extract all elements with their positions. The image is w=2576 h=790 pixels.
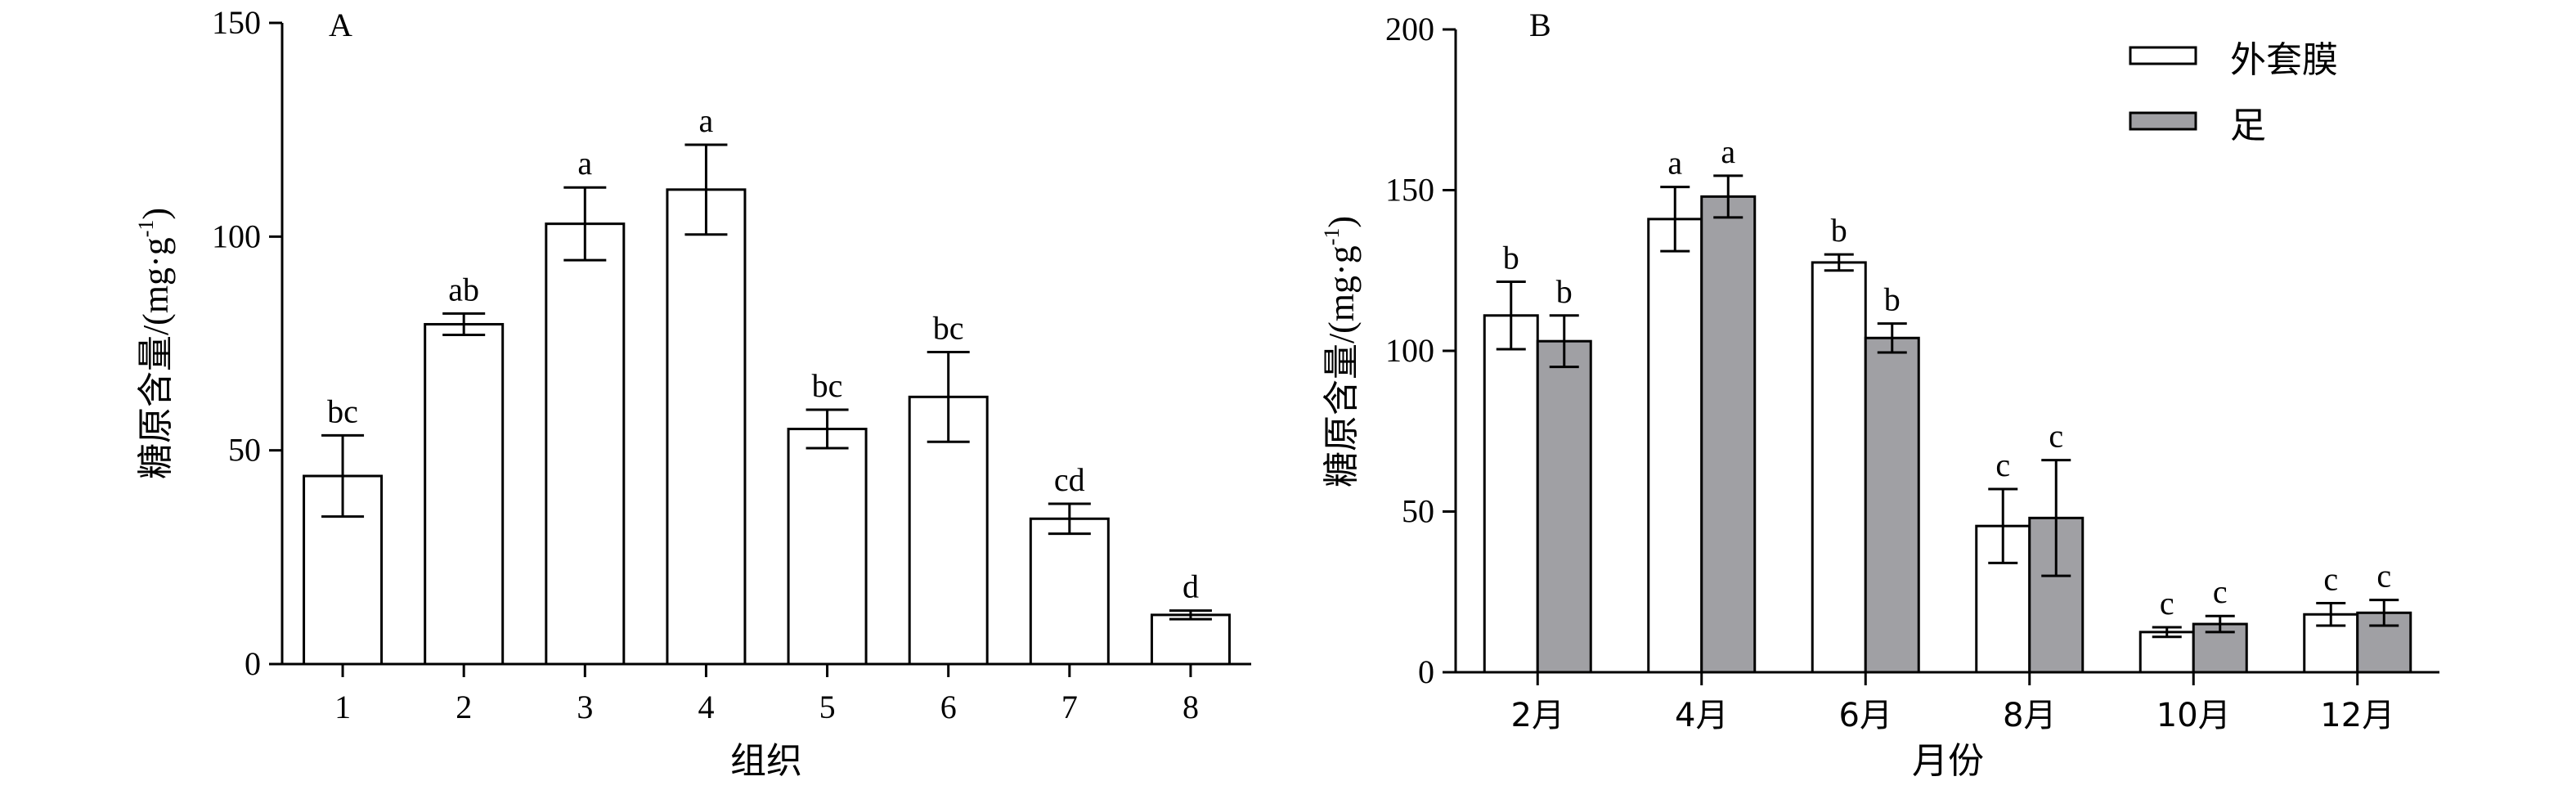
panel-a-sig-labels: bc ab a a bc bc cd d [327,102,1199,605]
b-bar [1811,261,1867,674]
b-y-tick-label: 200 [1385,11,1434,47]
a-y-tick-label: 150 [212,4,261,41]
panel-a-y-label-main: 糖原含量 [135,335,177,479]
b-sig-label: b [1503,240,1519,276]
a-x-tick-label: 8 [1183,689,1199,725]
b-legend-label: 外套膜 [2230,39,2338,81]
a-x-tick-label: 6 [940,689,957,725]
b-x-tick-label: 6月 [1839,697,1892,734]
panel-a-y-label: 糖原含量/(mg·g-1) [134,208,177,479]
a-sig-label: bc [327,393,358,429]
b-legend-swatch [2129,46,2197,65]
b-bar [1647,218,1703,674]
a-sig-label: cd [1054,461,1085,498]
b-legend-label: 足 [2230,105,2266,146]
a-bar [666,188,747,666]
panel-b-y-ticks: 0 50 100 150 200 [1385,11,1456,690]
a-x-tick-label: 4 [698,689,714,725]
b-bar [1700,195,1757,674]
panel-a-chart: A bc ab a a bc bc cd d 0 50 100 150 1 2 3 4 5 6 7 8 组织 糖原… [134,4,1251,782]
b-bar [1864,336,1920,674]
panel-b-y-label-close: ) [1322,216,1362,228]
b-y-tick-label: 100 [1385,332,1434,369]
b-sig-label: c [2049,418,2063,455]
b-y-tick-label: 50 [1402,493,1434,530]
a-y-tick-label: 0 [245,645,261,682]
b-sig-label: b [1884,281,1901,318]
b-sig-label: c [2323,561,2338,598]
b-x-tick-label: 8月 [2003,697,2056,734]
a-sig-label: a [699,102,714,139]
a-bar [1029,517,1110,666]
panel-a-y-label-sup: -1 [134,220,158,238]
b-sig-label: c [1995,447,2010,483]
b-y-tick-label: 150 [1385,172,1434,209]
b-y-tick-label: 0 [1418,653,1434,690]
a-bar [545,222,626,666]
panel-a-x-label: 组织 [730,740,802,782]
b-x-tick-label: 10月 [2156,697,2231,734]
panel-b-letter: B [1529,7,1551,43]
a-y-tick-label: 50 [228,432,261,469]
b-x-tick-label: 2月 [1511,697,1564,734]
b-sig-label: c [2213,573,2228,610]
panel-b-y-label-sup: -1 [1320,228,1344,246]
b-sig-label: a [1667,145,1682,182]
panel-a-y-label-unit: /(mg·g [136,237,176,335]
panel-b-y-label-unit: /(mg·g [1322,245,1362,343]
b-sig-label: a [1721,133,1735,170]
panel-a-y-label-close: ) [136,208,176,220]
b-legend-swatch [2129,111,2197,131]
a-x-tick-label: 2 [456,689,472,725]
b-bar [1483,314,1539,674]
a-sig-label: ab [448,271,479,307]
panel-a-x-ticks: 1 2 3 4 5 6 7 8 [334,664,1199,725]
panel-a-errorbars [321,143,1212,621]
panel-b-y-label-main: 糖原含量 [1321,343,1362,487]
a-x-tick-label: 5 [819,689,836,725]
panel-a-letter: A [329,7,352,43]
a-bar [787,428,868,666]
b-sig-label: b [1831,212,1847,249]
b-x-tick-label: 12月 [2320,697,2394,734]
panel-a-y-ticks: 0 50 100 150 [212,4,282,682]
a-sig-label: a [577,145,592,182]
panel-b-errorbars [1496,174,2399,639]
b-sig-label: b [1556,273,1573,310]
a-sig-label: bc [933,309,964,346]
b-sig-label: c [2160,585,2174,622]
b-sig-label: c [2376,558,2391,595]
a-x-tick-label: 3 [577,689,593,725]
a-y-tick-label: 100 [212,218,261,254]
panel-b-x-ticks: 2月 4月 6月 8月 10月 12月 [1511,672,2394,734]
a-bar [1150,613,1231,666]
a-bar [424,322,505,666]
a-x-tick-label: 1 [334,689,351,725]
panel-b-bars [1483,195,2412,674]
panel-b-y-label: 糖原含量/(mg·g-1) [1320,216,1362,487]
a-sig-label: bc [812,367,843,404]
b-bar [1536,339,1592,674]
panel-b-x-label: 月份 [1912,740,1984,782]
b-x-tick-label: 4月 [1675,697,1728,734]
a-sig-label: d [1183,568,1199,605]
a-x-tick-label: 7 [1061,689,1078,725]
